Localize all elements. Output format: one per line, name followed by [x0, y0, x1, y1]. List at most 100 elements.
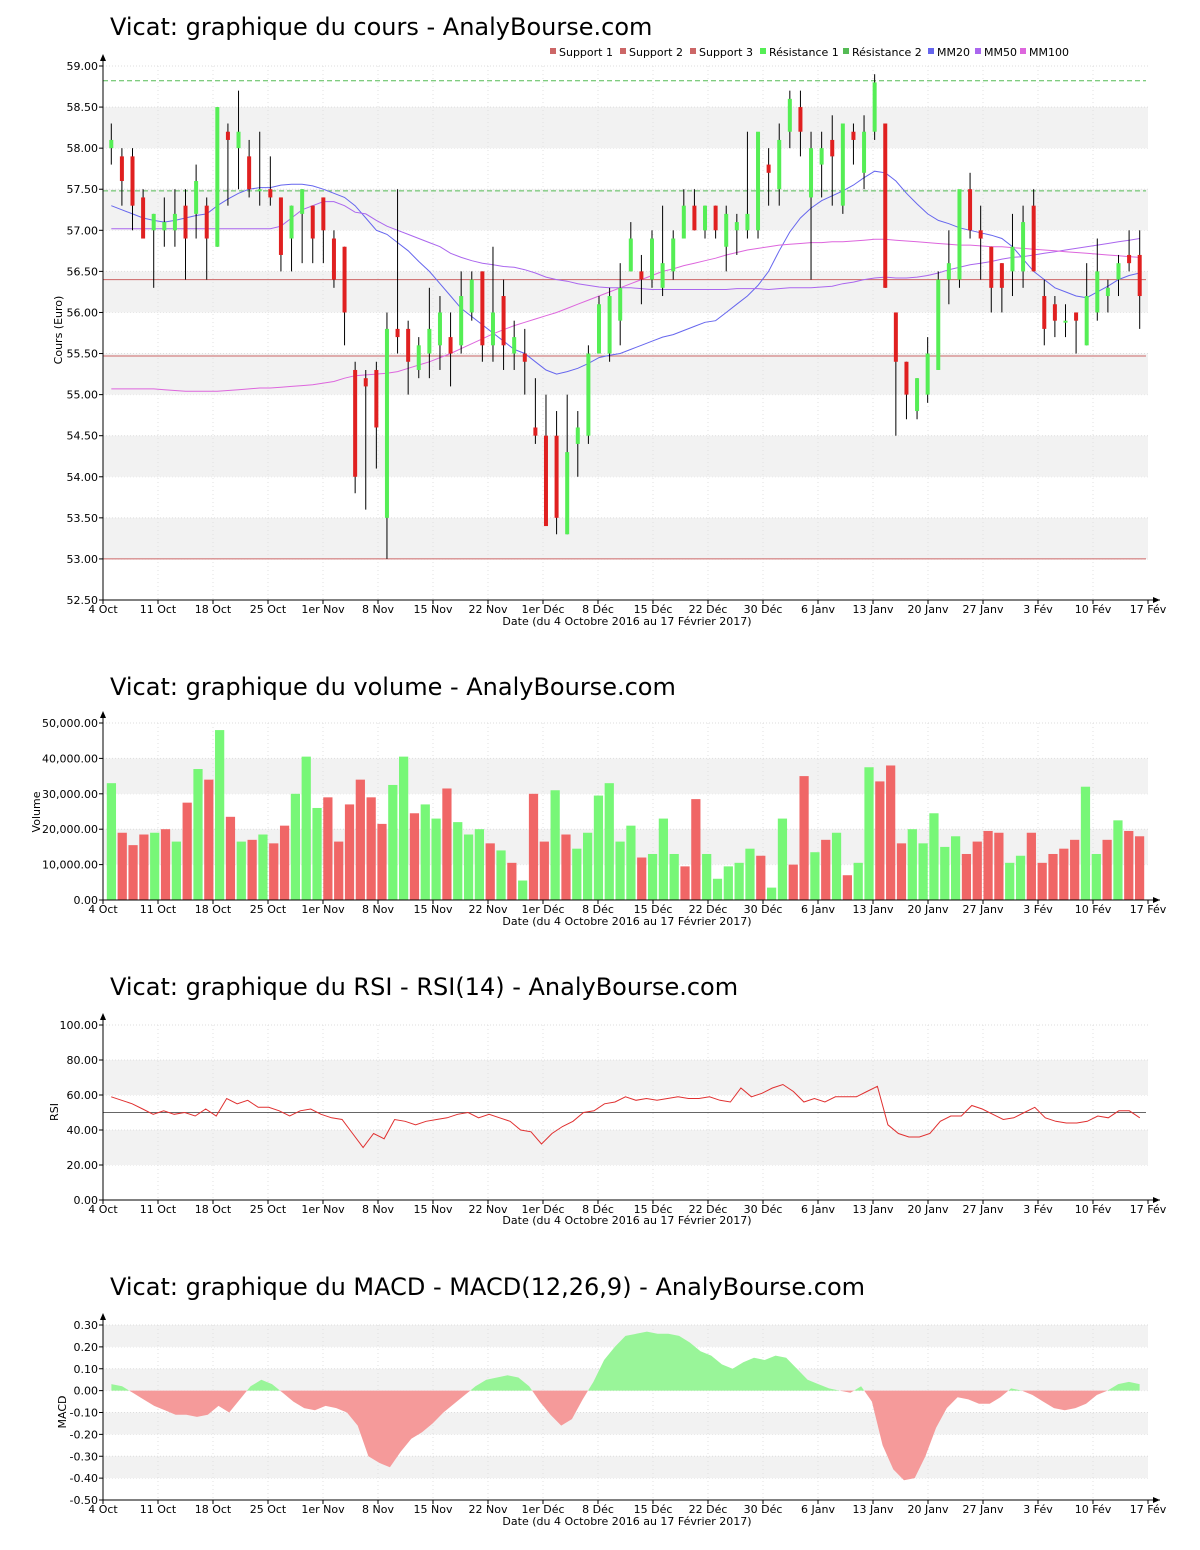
- price-xtick-label: 3 Fév: [1023, 603, 1053, 616]
- volume-bar: [409, 813, 420, 900]
- price-legend: Support 1 Support 2 Support 3 Résistance 1 R…: [550, 46, 1069, 59]
- price-xtick-label: 22 Nov: [469, 603, 508, 616]
- candle-body: [607, 296, 612, 354]
- candle-body: [194, 181, 199, 214]
- volume-bar: [799, 776, 809, 900]
- volume-bar: [572, 848, 582, 900]
- candle-body: [374, 369, 379, 428]
- volume-xtick-label: 17 Fév: [1130, 903, 1167, 916]
- rsi-xtick-label: 8 Déc: [582, 1203, 614, 1216]
- macd-ytick-label: -0.30: [70, 1450, 98, 1463]
- volume-bar: [1091, 853, 1101, 900]
- rsi-xtick-label: 4 Oct: [88, 1203, 118, 1216]
- volume-bar: [539, 841, 549, 900]
- volume-ytick-label: 50,000.00: [42, 717, 98, 730]
- candle-body: [437, 312, 442, 346]
- candle-body: [162, 222, 167, 231]
- candle-body: [639, 271, 644, 280]
- candle-body: [957, 189, 962, 280]
- volume-xtick-label: 30 Déc: [744, 903, 783, 916]
- candle-body: [1127, 254, 1132, 264]
- volume-bar: [712, 878, 723, 900]
- legend-swatch: [760, 48, 766, 54]
- volume-bar: [388, 784, 398, 900]
- macd-ytick-label: -0.20: [70, 1428, 98, 1441]
- volume-bar: [399, 756, 409, 900]
- rsi-xtick-label: 1er Nov: [301, 1203, 345, 1216]
- rsi-ytick-label: 80.00: [67, 1054, 99, 1067]
- volume-bar: [864, 767, 874, 900]
- macd-positive-area: [247, 1379, 281, 1391]
- macd-negative-area: [864, 1390, 1009, 1481]
- macd-band: [103, 1456, 1148, 1479]
- price-candles: [109, 74, 1142, 559]
- volume-bar: [766, 887, 777, 900]
- price-ytick-label: 54.00: [67, 471, 99, 484]
- price-ytick-label: 58.00: [67, 142, 99, 155]
- price-ytick-label: 56.50: [67, 265, 99, 278]
- legend-label: Résistance 1: [769, 46, 839, 59]
- macd-xtick-label: 18 Oct: [195, 1503, 232, 1516]
- macd-xtick-label: 10 Fév: [1075, 1503, 1112, 1516]
- volume-xtick-label: 20 Janv: [908, 903, 949, 916]
- rsi-xtick-label: 6 Janv: [801, 1203, 835, 1216]
- volume-xtick-label: 8 Déc: [582, 903, 614, 916]
- volume-bar: [896, 843, 907, 900]
- candle-body: [999, 263, 1004, 288]
- legend-label: MM50: [984, 46, 1017, 59]
- candle-body: [469, 279, 474, 313]
- volume-bar: [777, 818, 788, 900]
- macd-axes: -0.50 -0.40 -0.30 -0.20 -0.10 0.00 0.10 0.20 0.3…: [70, 1313, 1167, 1516]
- price-x-arrow: [1153, 597, 1160, 603]
- candle-body: [1063, 320, 1068, 323]
- price-band: [103, 189, 1148, 231]
- candle-body: [713, 205, 718, 231]
- candle-body: [703, 205, 708, 231]
- volume-bar: [453, 822, 463, 900]
- volume-chart: Vicat: graphique du volume - AnalyBourse…: [30, 673, 1167, 928]
- candle-body: [840, 123, 845, 206]
- candle-body: [787, 98, 792, 132]
- candle-body: [342, 246, 347, 313]
- volume-bar: [550, 790, 560, 900]
- volume-xtick-label: 6 Janv: [801, 903, 835, 916]
- macd-negative-area: [532, 1390, 588, 1426]
- candle-body: [459, 296, 464, 346]
- candle-body: [1137, 254, 1142, 297]
- rsi-chart: Vicat: graphique du RSI - RSI(14) - Anal…: [48, 973, 1167, 1227]
- price-xlabel: Date (du 4 Octobre 2016 au 17 Février 20…: [502, 615, 751, 628]
- volume-bar: [236, 841, 246, 900]
- volume-bar: [366, 797, 376, 900]
- candle-body: [427, 328, 432, 354]
- rsi-xlabel: Date (du 4 Octobre 2016 au 17 Février 20…: [502, 1214, 751, 1227]
- macd-positive-area: [1008, 1388, 1022, 1391]
- macd-xtick-label: 3 Fév: [1023, 1503, 1053, 1516]
- candle-body: [353, 369, 358, 477]
- price-axes: 52.50 53.00 53.50 54.00 54.50 55.00 55.50 56.00…: [67, 54, 1167, 616]
- rsi-xtick-label: 1er Déc: [521, 1203, 564, 1216]
- volume-bar: [702, 853, 712, 900]
- volume-bar: [431, 818, 441, 900]
- macd-ytick-label: -0.40: [70, 1472, 98, 1485]
- price-xtick-label: 1er Nov: [301, 603, 345, 616]
- legend-label: Support 1: [559, 46, 613, 59]
- volume-y-arrow: [100, 711, 106, 718]
- volume-bar: [994, 832, 1004, 900]
- volume-bar: [150, 832, 160, 900]
- volume-bar: [961, 853, 972, 900]
- macd-negative-area: [1021, 1390, 1108, 1411]
- volume-bar: [377, 823, 387, 900]
- volume-bar: [193, 769, 203, 900]
- rsi-ytick-label: 100.00: [60, 1019, 99, 1032]
- candle-body: [893, 312, 898, 362]
- candle-body: [310, 205, 315, 239]
- volume-bar: [561, 834, 571, 900]
- volume-ytick-label: 10,000.00: [42, 859, 98, 872]
- volume-bars: [106, 730, 1145, 900]
- rsi-ytick-label: 60.00: [67, 1089, 99, 1102]
- price-ytick-label: 57.50: [67, 183, 99, 196]
- macd-xtick-label: 1er Nov: [301, 1503, 345, 1516]
- macd-xlabel: Date (du 4 Octobre 2016 au 17 Février 20…: [502, 1515, 751, 1528]
- candle-body: [1031, 205, 1036, 272]
